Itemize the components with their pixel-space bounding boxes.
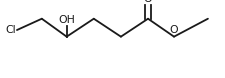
Text: O: O [143,0,152,4]
Text: O: O [169,25,178,35]
Text: OH: OH [58,15,75,25]
Text: Cl: Cl [5,25,16,35]
